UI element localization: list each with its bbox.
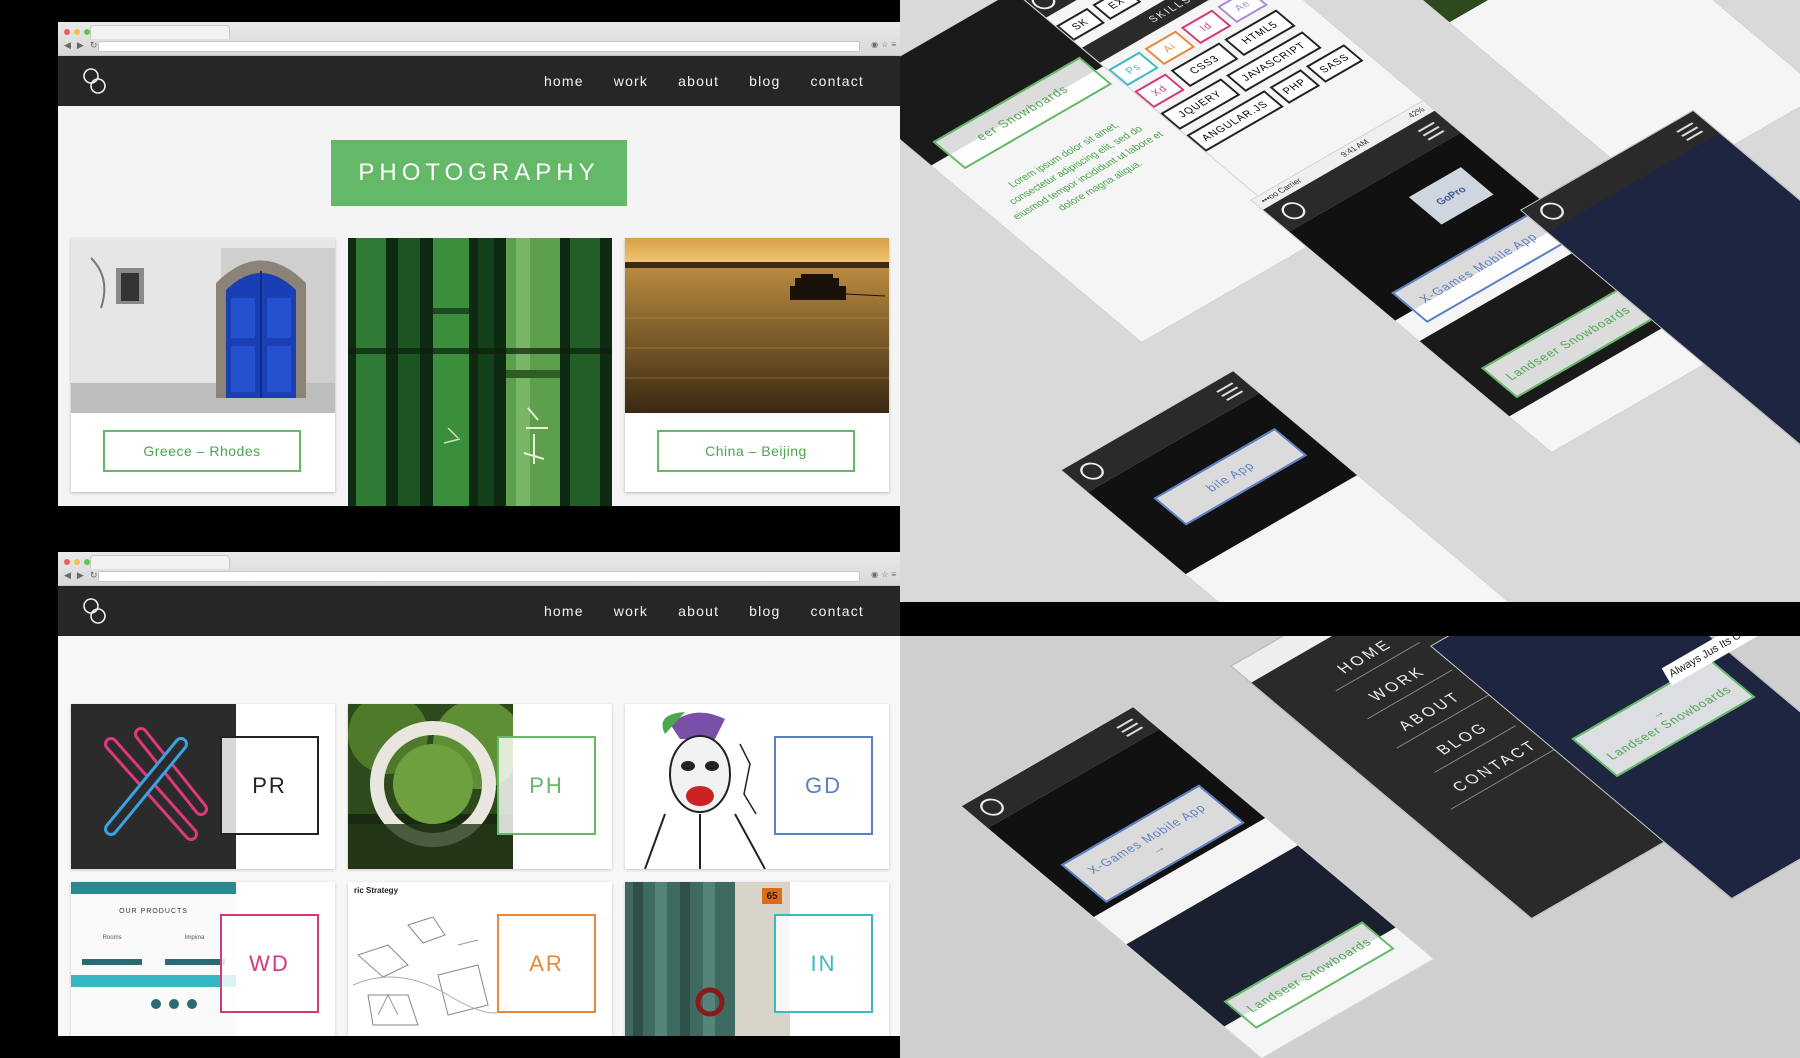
address-bar[interactable] bbox=[98, 41, 860, 52]
browser-chrome: ◀ ▶ ↻ ◉ ☆ ≡ bbox=[58, 22, 900, 56]
code-box-gd: GD bbox=[774, 736, 873, 835]
work-tile-pr[interactable]: PR bbox=[71, 704, 335, 869]
bamboo-image bbox=[348, 238, 612, 506]
location-button-beijing[interactable]: China – Beijing bbox=[657, 430, 855, 472]
hamburger-icon[interactable] bbox=[1116, 718, 1144, 737]
close-window-button[interactable] bbox=[64, 29, 70, 35]
skill-php: PHP bbox=[1269, 69, 1321, 104]
phone-logo-icon[interactable] bbox=[1276, 198, 1311, 223]
code-box-ar: AR bbox=[497, 914, 596, 1013]
site-logo-icon[interactable] bbox=[80, 596, 110, 626]
lake-sunset-image bbox=[625, 238, 889, 413]
browser-window-work: ◀ ▶ ↻ ◉ ☆ ≡ home work about blog contact bbox=[58, 552, 900, 1036]
nav-work[interactable]: work bbox=[613, 603, 649, 619]
star-icon[interactable]: ☆ bbox=[881, 40, 889, 49]
nav-contact[interactable]: contact bbox=[810, 73, 864, 89]
nav-blog[interactable]: blog bbox=[749, 73, 781, 89]
maximize-window-button[interactable] bbox=[84, 29, 90, 35]
products-website-image: OUR PRODUCTS Rooms Impima bbox=[71, 882, 236, 1036]
hamburger-icon[interactable] bbox=[1216, 382, 1244, 401]
wd-thumb-heading: OUR PRODUCTS bbox=[119, 908, 188, 915]
nav-home[interactable]: home bbox=[543, 603, 584, 619]
phone-mobile-app-screen: bile App bbox=[1060, 370, 1535, 602]
nav-blog[interactable]: blog bbox=[749, 603, 781, 619]
hamburger-icon[interactable] bbox=[1676, 122, 1704, 141]
site-nav-bar: home work about blog contact bbox=[58, 586, 900, 636]
eye-icon[interactable]: ◉ bbox=[871, 570, 879, 579]
joker-illustration-image bbox=[625, 704, 790, 869]
reload-icon[interactable]: ↻ bbox=[89, 570, 98, 580]
forward-icon[interactable]: ▶ bbox=[76, 40, 84, 50]
green-door-image: 65 bbox=[625, 882, 790, 1036]
site-menu: home work about blog contact bbox=[544, 56, 864, 106]
browser-tab[interactable] bbox=[90, 555, 230, 569]
photo-card-greece[interactable]: Greece – Rhodes bbox=[71, 238, 335, 492]
minimize-window-button[interactable] bbox=[74, 559, 80, 565]
mobile-montage-top: •••oo Carrier 9:41 AM 42% SK EX ED HO SK… bbox=[900, 0, 1800, 602]
phone-logo-icon[interactable] bbox=[975, 795, 1009, 819]
snowboards-card-navy[interactable]: → Landseer Snowboards bbox=[1571, 658, 1756, 778]
code-box-in: IN bbox=[774, 914, 873, 1013]
browser-tab[interactable] bbox=[90, 25, 230, 39]
photo-card-beijing[interactable]: China – Beijing bbox=[625, 238, 889, 492]
back-icon[interactable]: ◀ bbox=[64, 570, 71, 580]
code-box-pr: PR bbox=[220, 736, 319, 835]
work-tile-in[interactable]: 65 IN bbox=[625, 882, 889, 1036]
gopro-label: GoPro bbox=[1408, 167, 1494, 225]
snowboards-card-navy-label: Landseer Snowboards bbox=[1603, 683, 1736, 763]
browser-window-photography: ◀ ▶ ↻ ◉ ☆ ≡ home work about blog contact… bbox=[58, 22, 900, 506]
mobile-montage-bottom: × HOME WORK ABOUT BLOG CONTACT X-Games M… bbox=[900, 636, 1800, 1058]
maximize-window-button[interactable] bbox=[84, 559, 90, 565]
architecture-sketch-image: ric Strategy bbox=[348, 882, 513, 1036]
blue-door-image bbox=[71, 238, 335, 413]
work-tile-wd[interactable]: OUR PRODUCTS Rooms Impima WD bbox=[71, 882, 335, 1036]
menu-icon[interactable]: ≡ bbox=[891, 570, 896, 579]
wd-thumb-item-a: Rooms bbox=[102, 935, 122, 941]
moon-gate-image bbox=[348, 704, 513, 869]
phone-logo-icon[interactable] bbox=[1535, 199, 1569, 223]
work-tile-ph[interactable]: PH bbox=[348, 704, 612, 869]
browser-tools: ◉ ☆ ≡ bbox=[871, 570, 896, 579]
window-controls bbox=[64, 29, 90, 35]
photography-content: PHOTOGRAPHY bbox=[58, 106, 900, 506]
phone-logo-icon[interactable] bbox=[1075, 459, 1109, 483]
nav-work[interactable]: work bbox=[613, 73, 649, 89]
work-tile-gd[interactable]: GD bbox=[625, 704, 889, 869]
code-box-wd: WD bbox=[220, 914, 319, 1013]
browser-nav-buttons: ◀ ▶ ↻ bbox=[64, 40, 97, 51]
window-controls bbox=[64, 559, 90, 565]
menu-icon[interactable]: ≡ bbox=[891, 40, 896, 49]
minimize-window-button[interactable] bbox=[74, 29, 80, 35]
nav-home[interactable]: home bbox=[543, 73, 584, 89]
work-tile-ar[interactable]: ric Strategy AR bbox=[348, 882, 612, 1036]
site-menu: home work about blog contact bbox=[544, 586, 864, 636]
location-button-greece[interactable]: Greece – Rhodes bbox=[103, 430, 301, 472]
nav-contact[interactable]: contact bbox=[810, 603, 864, 619]
site-nav-bar: home work about blog contact bbox=[58, 56, 900, 106]
nav-about[interactable]: about bbox=[678, 603, 720, 619]
nav-about[interactable]: about bbox=[678, 73, 720, 89]
house-number-sign: 65 bbox=[762, 888, 782, 904]
browser-tools: ◉ ☆ ≡ bbox=[871, 40, 896, 49]
code-box-ph: PH bbox=[497, 736, 596, 835]
hamburger-icon[interactable] bbox=[1417, 121, 1445, 141]
photo-card-bamboo[interactable] bbox=[348, 238, 612, 506]
garden-image bbox=[1351, 0, 1621, 23]
close-window-button[interactable] bbox=[64, 559, 70, 565]
neon-x-logo-image bbox=[71, 704, 236, 869]
ar-thumb-heading: ric Strategy bbox=[354, 886, 399, 895]
forward-icon[interactable]: ▶ bbox=[76, 570, 84, 580]
back-icon[interactable]: ◀ bbox=[64, 40, 71, 50]
star-icon[interactable]: ☆ bbox=[881, 570, 889, 579]
site-logo-icon[interactable] bbox=[80, 66, 110, 96]
browser-chrome: ◀ ▶ ↻ ◉ ☆ ≡ bbox=[58, 552, 900, 586]
eye-icon[interactable]: ◉ bbox=[871, 40, 879, 49]
work-content: PR PH bbox=[58, 636, 900, 1036]
page-title: PHOTOGRAPHY bbox=[331, 140, 627, 206]
wd-thumb-item-b: Impima bbox=[184, 935, 205, 941]
reload-icon[interactable]: ↻ bbox=[89, 40, 98, 50]
address-bar[interactable] bbox=[98, 571, 860, 582]
browser-nav-buttons: ◀ ▶ ↻ bbox=[64, 570, 97, 581]
